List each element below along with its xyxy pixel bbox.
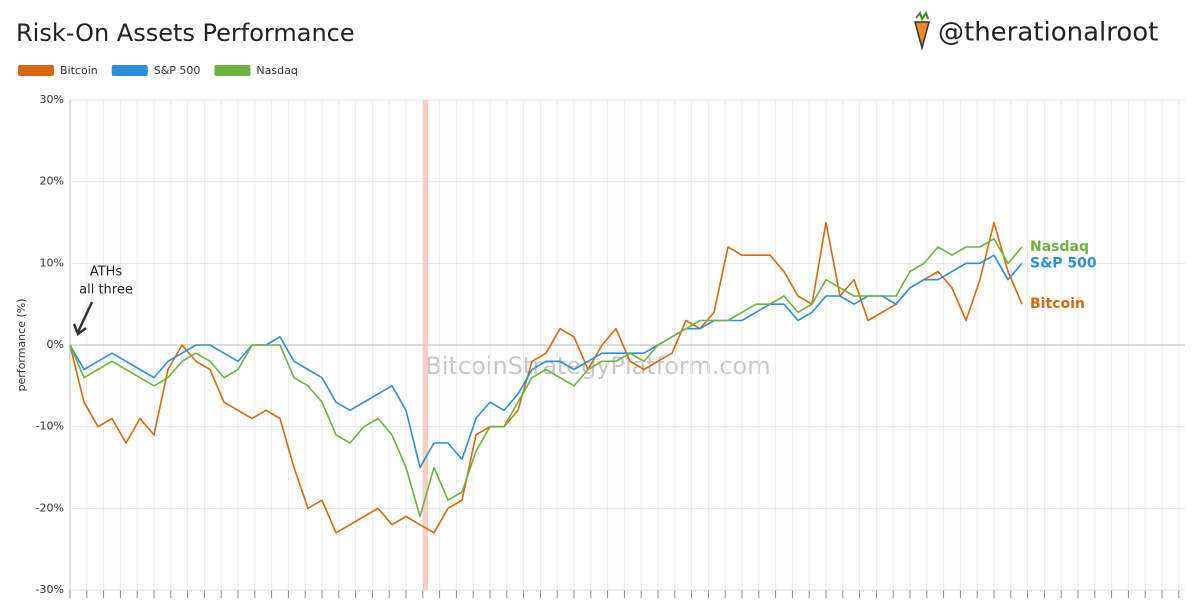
legend-swatch — [111, 65, 148, 76]
brand: @therationalroot — [938, 18, 1158, 48]
series-line — [69, 254, 1023, 469]
series-line — [69, 238, 1023, 518]
legend-label: Nasdaq — [256, 64, 297, 77]
y-tick-label: -20% — [36, 501, 64, 514]
annotation: ATHs — [90, 265, 123, 280]
brand-icon — [914, 10, 930, 51]
annotation-arrow — [72, 301, 94, 336]
grid — [69, 99, 1185, 598]
y-tick-label: 30% — [40, 93, 64, 106]
watermark: BitcoinStrategyPlatform.com — [425, 352, 770, 380]
chart-title: Risk-On Assets Performance — [16, 19, 355, 47]
legend-swatch — [214, 65, 251, 76]
y-tick-label: -30% — [36, 583, 64, 596]
legend-swatch — [18, 65, 54, 76]
end-label: S&P 500 — [1030, 255, 1097, 271]
highlight-band — [423, 100, 428, 590]
y-tick-label: -10% — [36, 420, 64, 433]
y-tick-label: 0% — [47, 338, 64, 351]
end-label: Bitcoin — [1030, 296, 1085, 312]
end-label: Nasdaq — [1030, 239, 1089, 255]
y-tick-label: 20% — [40, 175, 64, 188]
legend-label: Bitcoin — [60, 64, 98, 77]
annotation: all three — [79, 283, 133, 298]
y-tick-label: 10% — [40, 256, 64, 269]
series-line — [69, 221, 1023, 534]
y-axis-label: performance (%) — [15, 299, 28, 392]
legend-label: S&P 500 — [154, 64, 201, 77]
